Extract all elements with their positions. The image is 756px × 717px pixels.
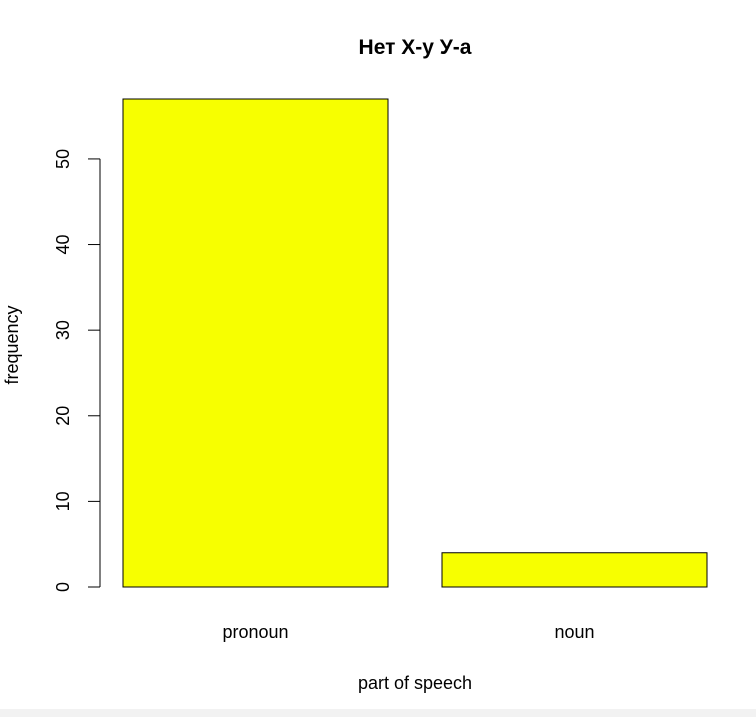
x-axis-label: part of speech [358,673,472,693]
x-tick-labels: pronoun noun [222,622,594,642]
bars [122,98,708,588]
y-tick-label: 50 [53,149,73,169]
chart-title: Нет Х-у У-а [359,36,472,59]
bar-noun [441,552,708,588]
y-tick-label: 10 [53,491,73,511]
y-axis-label: frequency [2,305,22,384]
x-tick-label: noun [554,622,594,642]
y-tick-label: 20 [53,406,73,426]
y-axis: 0 10 20 30 40 50 [53,149,101,592]
bottom-strip [0,709,756,717]
y-tick-label: 40 [53,235,73,255]
bar-pronoun [122,98,389,588]
y-tick-label: 30 [53,320,73,340]
x-tick-label: pronoun [222,622,288,642]
y-tick-label: 0 [53,582,73,592]
